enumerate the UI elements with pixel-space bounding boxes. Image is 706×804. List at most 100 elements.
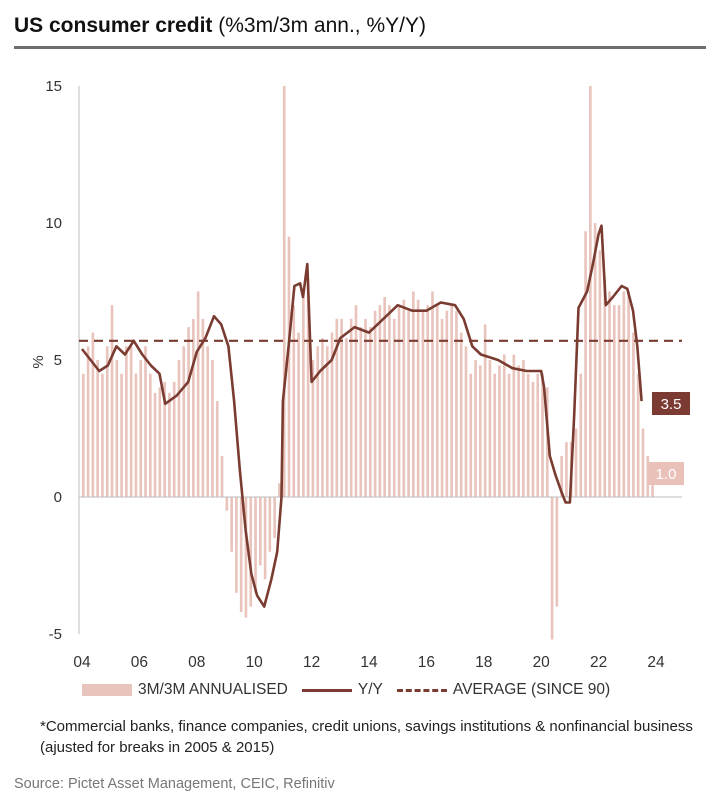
bar	[402, 299, 406, 497]
x-tick-label: 12	[303, 654, 320, 671]
legend-average-label: AVERAGE (SINCE 90)	[452, 681, 611, 698]
bar	[144, 346, 147, 497]
bar	[187, 327, 190, 497]
bar	[440, 318, 444, 497]
bar	[96, 360, 99, 497]
bar	[148, 373, 152, 497]
bar	[302, 291, 305, 497]
bar	[603, 277, 607, 497]
x-tick-label: 08	[188, 654, 205, 671]
bar	[192, 318, 195, 497]
y-tick-label: 10	[45, 215, 62, 232]
bar	[354, 305, 358, 497]
x-tick-label: 04	[73, 654, 91, 671]
bar	[254, 497, 257, 593]
bar	[378, 305, 382, 497]
bar	[249, 497, 253, 607]
bar	[593, 223, 597, 497]
chart-title: US consumer credit (%3m/3m ann., %Y/Y)	[14, 14, 426, 38]
bar	[258, 497, 262, 566]
bar	[349, 318, 353, 497]
bar	[598, 250, 602, 497]
bar	[153, 392, 157, 497]
x-tick-label: 18	[475, 654, 492, 671]
bar	[105, 346, 109, 497]
x-tick-label: 22	[590, 654, 607, 671]
bar	[292, 305, 296, 497]
bar	[215, 401, 219, 497]
bar	[306, 277, 310, 497]
legend-bar-swatch	[82, 684, 132, 696]
bar	[316, 346, 320, 497]
bar	[211, 360, 214, 497]
y-tick-label: 5	[54, 352, 62, 369]
bar	[464, 346, 468, 497]
bar	[134, 373, 138, 497]
bar	[359, 327, 363, 497]
bar	[139, 360, 143, 497]
y-axis-label: %	[30, 355, 47, 368]
title-main: US consumer credit	[14, 14, 213, 37]
bar	[91, 332, 95, 497]
bar	[479, 365, 482, 497]
bar	[641, 428, 645, 497]
bar	[416, 299, 420, 497]
bar	[493, 373, 497, 497]
bar	[321, 338, 324, 497]
bar	[120, 373, 123, 497]
bar	[555, 497, 559, 607]
bar	[507, 373, 511, 497]
bar	[536, 373, 540, 497]
legend: 3M/3M ANNUALISED Y/Y AVERAGE (SINCE 90)	[82, 681, 610, 699]
bar	[589, 86, 592, 497]
bar	[560, 455, 563, 497]
ann-end-label: 1.0	[656, 466, 677, 483]
bar	[455, 310, 458, 497]
bar	[287, 236, 291, 497]
yy-end-label-box	[652, 392, 690, 415]
bar	[220, 455, 224, 497]
bar	[622, 291, 626, 497]
bar	[636, 373, 640, 497]
bar	[392, 318, 396, 497]
bar	[627, 291, 630, 497]
bar	[163, 381, 166, 497]
legend-line-label: Y/Y	[357, 681, 383, 698]
bar	[282, 86, 286, 497]
bar	[545, 387, 549, 497]
bar	[340, 318, 343, 497]
bar	[82, 373, 85, 497]
bar	[196, 291, 200, 497]
bar	[325, 346, 329, 497]
bar	[101, 373, 104, 497]
bar	[526, 373, 530, 497]
bar	[201, 318, 205, 497]
bar	[498, 365, 501, 497]
bar	[110, 305, 114, 497]
legend-dash-swatch	[396, 688, 447, 692]
bar	[125, 346, 128, 497]
bar	[311, 360, 315, 497]
bar	[431, 291, 434, 497]
title-sub: (%3m/3m ann., %Y/Y)	[218, 14, 426, 37]
x-tick-label: 16	[418, 654, 435, 671]
bar	[345, 338, 348, 497]
bar	[244, 497, 248, 618]
footnote: *Commercial banks, finance companies, cr…	[40, 718, 693, 756]
bar	[512, 354, 516, 497]
x-tick-label: 20	[533, 654, 551, 671]
bar	[230, 497, 233, 552]
bar	[129, 346, 133, 497]
bar	[407, 310, 410, 497]
bar	[565, 442, 568, 497]
bar	[517, 365, 520, 497]
bar	[383, 296, 386, 497]
source: Source: Pictet Asset Management, CEIC, R…	[14, 776, 335, 792]
y-tick-label: 0	[54, 489, 62, 506]
bar	[608, 291, 611, 497]
bar	[369, 327, 372, 497]
bar	[469, 373, 473, 497]
bar	[335, 318, 339, 497]
bar	[502, 354, 506, 497]
